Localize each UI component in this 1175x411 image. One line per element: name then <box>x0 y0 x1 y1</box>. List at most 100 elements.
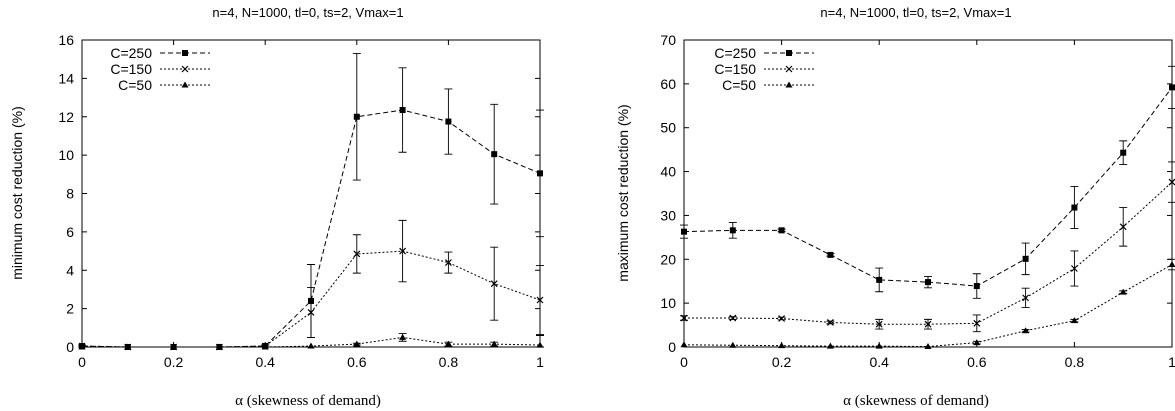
chart-left-y-tick-label: 10 <box>58 147 74 163</box>
chart-right-y-tick-label: 10 <box>660 295 676 311</box>
chart-right-y-tick-label: 0 <box>668 339 676 355</box>
chart-left-data-point <box>399 247 407 255</box>
chart-right-data-point <box>876 276 883 283</box>
chart-left-data-point <box>399 333 407 340</box>
chart-right-data-point <box>1119 223 1127 231</box>
chart-right-legend-label: C=150 <box>714 61 756 77</box>
chart-right-data-point <box>729 227 736 234</box>
chart-right-data-point <box>729 314 737 322</box>
chart-left-data-point <box>353 113 360 120</box>
chart-left-data-point <box>490 340 498 347</box>
chart-right-title: n=4, N=1000, tl=0, ts=2, Vmax=1 <box>820 5 1011 20</box>
chart-right-legend-marker <box>785 81 793 88</box>
chart-right-series-line <box>683 87 1173 287</box>
chart-left-y-axis-label: minimum cost reduction (%) <box>9 106 25 280</box>
chart-right-data-point <box>925 279 931 286</box>
chart-left-y-tick-label: 12 <box>58 109 74 125</box>
chart-left-legend-marker <box>181 65 189 73</box>
chart-left-y-tick-label: 16 <box>58 32 74 48</box>
chart-right-legend-marker <box>785 65 793 73</box>
chart-right-data-point <box>778 315 786 322</box>
chart-left-data-point <box>444 340 452 347</box>
chart-right-legend-label: C=250 <box>714 45 756 61</box>
chart-left-title: n=4, N=1000, tl=0, ts=2, Vmax=1 <box>212 5 403 20</box>
chart-right-series-c-50 <box>680 258 1175 350</box>
chart-left-x-tick-label: 0.2 <box>164 354 184 370</box>
chart-right-series-line <box>684 181 1173 325</box>
chart-left-data-point <box>399 107 406 114</box>
chart-right-data-point <box>973 339 981 346</box>
chart-left-x-axis-label: α (skewness of demand) <box>235 393 381 409</box>
chart-right-data-point <box>1120 149 1127 156</box>
chart-right-data-point <box>826 319 834 326</box>
chart-right-y-tick-label: 20 <box>660 251 676 267</box>
chart-right-x-tick-label: 1 <box>1168 354 1175 370</box>
chart-left-data-point <box>353 340 361 347</box>
chart-right-data-point <box>1022 327 1030 334</box>
chart-right-y-tick-label: 30 <box>660 207 676 223</box>
chart-right-data-point <box>875 320 883 328</box>
chart-right-series-c-250 <box>680 65 1175 299</box>
chart-left-legend-marker <box>181 81 189 88</box>
chart-left-data-point <box>491 151 498 158</box>
chart-right-maximum-cost-reduction: n=4, N=1000, tl=0, ts=2, Vmax=1 maximum … <box>615 5 1175 409</box>
chart-left-x-tick-label: 1 <box>536 354 544 370</box>
chart-right-y-tick-label: 50 <box>660 120 676 136</box>
chart-left-y-tick-label: 2 <box>66 301 74 317</box>
chart-left-data-point <box>353 250 361 258</box>
chart-right-y-tick-label: 70 <box>660 32 676 48</box>
chart-right-data-point <box>827 251 834 258</box>
chart-left-legend-label: C=150 <box>110 61 152 77</box>
chart-right-data-point <box>924 343 932 350</box>
chart-left-frame <box>81 39 541 348</box>
chart-right-data-point <box>924 320 932 328</box>
chart-right-plot-area <box>680 65 1175 350</box>
chart-left-data-point <box>307 342 315 349</box>
chart-left-x-tick-label: 0.6 <box>347 354 367 370</box>
chart-right-x-tick-label: 0.2 <box>772 354 792 370</box>
chart-left-data-point <box>307 309 315 316</box>
chart-left-y-tick-label: 14 <box>58 70 74 86</box>
chart-right-data-point <box>729 341 737 348</box>
chart-left-legend-label: C=250 <box>110 45 152 61</box>
chart-right-x-tick-label: 0 <box>680 354 688 370</box>
chart-left-data-point <box>490 280 498 288</box>
chart-right-frame <box>683 39 1173 348</box>
chart-left-y-tick-label: 6 <box>66 224 74 240</box>
chart-right-y-tick-label: 60 <box>660 76 676 92</box>
chart-left-y-tick-label: 8 <box>66 186 74 202</box>
chart-right-y-axis-label: maximum cost reduction (%) <box>615 104 631 281</box>
chart-right-x-axis-label: α (skewness of demand) <box>843 393 989 409</box>
chart-right-x-tick-label: 0.4 <box>869 354 889 370</box>
chart-right-legend-marker <box>786 50 792 56</box>
chart-right-data-point <box>1070 317 1078 324</box>
chart-left-legend-marker <box>182 50 188 56</box>
chart-right-x-tick-label: 0.6 <box>967 354 987 370</box>
chart-right-x-tick-label: 0.8 <box>1065 354 1085 370</box>
chart-left-data-point <box>444 259 452 266</box>
chart-left-x-tick-label: 0.4 <box>255 354 275 370</box>
chart-right-series-c-150 <box>680 161 1175 333</box>
chart-left-x-tick-label: 0.8 <box>439 354 459 370</box>
chart-right-data-point <box>1022 255 1029 262</box>
chart-left-x-tick-label: 0 <box>78 354 86 370</box>
chart-right-legend-label: C=50 <box>722 77 756 93</box>
chart-right-data-point <box>973 283 980 290</box>
chart-left-minimum-cost-reduction: n=4, N=1000, tl=0, ts=2, Vmax=1 minimum … <box>9 5 544 409</box>
chart-left-plot-area <box>78 52 544 351</box>
chart-right-data-point <box>1119 288 1127 295</box>
chart-right-data-point <box>1022 294 1030 302</box>
chart-left-y-tick-label: 0 <box>66 339 74 355</box>
chart-right-y-tick-label: 40 <box>660 164 676 180</box>
chart-right-data-point <box>778 227 785 234</box>
chart-left-y-tick-label: 4 <box>66 262 74 278</box>
chart-left-data-point <box>445 118 452 125</box>
chart-right-data-point <box>1071 204 1078 211</box>
chart-left-legend-label: C=50 <box>118 77 152 93</box>
chart-right-data-point <box>973 319 981 327</box>
